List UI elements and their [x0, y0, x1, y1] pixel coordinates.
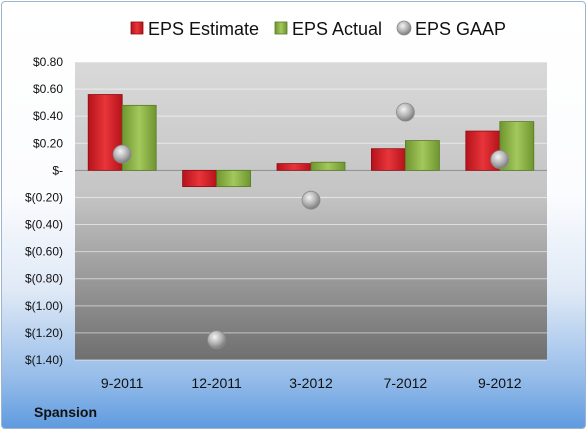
bar-eps-actual: [310, 161, 346, 171]
y-tick-label: $(0.40): [25, 218, 63, 232]
y-tick-label: $(1.40): [25, 353, 63, 367]
x-category-label: 7-2012: [384, 375, 428, 391]
y-tick-label: $0.40: [33, 109, 63, 123]
legend-marker: [274, 21, 288, 35]
point-eps-gaap: [301, 190, 321, 210]
y-tick-label: $0.80: [33, 55, 63, 69]
y-tick-label: $0.20: [33, 136, 63, 150]
bar-eps-estimate: [370, 148, 406, 171]
point-eps-gaap: [395, 102, 415, 122]
legend-marker: [396, 20, 412, 36]
bar-eps-actual: [404, 140, 440, 171]
y-tick-label: $-: [52, 163, 63, 177]
legend-label: EPS Actual: [292, 19, 382, 39]
legend-label: EPS Estimate: [148, 19, 259, 39]
y-tick-label: $(0.20): [25, 190, 63, 204]
bar-eps-estimate: [182, 169, 218, 188]
x-category-label: 3-2012: [289, 375, 333, 391]
x-category-label: 12-2011: [191, 375, 242, 391]
x-category-label: 9-2012: [478, 375, 522, 391]
bar-eps-estimate: [276, 163, 312, 171]
x-category-label: 9-2011: [101, 375, 144, 391]
company-name: Spansion: [34, 404, 98, 420]
y-tick-label: $(1.20): [25, 326, 63, 340]
point-eps-gaap: [207, 330, 227, 350]
y-tick-label: $(0.80): [25, 272, 63, 286]
y-tick-label: $0.60: [33, 82, 63, 96]
point-eps-gaap: [490, 150, 510, 169]
legend-label: EPS GAAP: [415, 19, 506, 39]
point-eps-gaap: [112, 144, 132, 164]
legend-marker: [130, 21, 144, 35]
y-tick-label: $(0.60): [25, 245, 63, 259]
y-tick-label: $(1.00): [25, 299, 63, 313]
bar-eps-actual: [216, 169, 252, 188]
